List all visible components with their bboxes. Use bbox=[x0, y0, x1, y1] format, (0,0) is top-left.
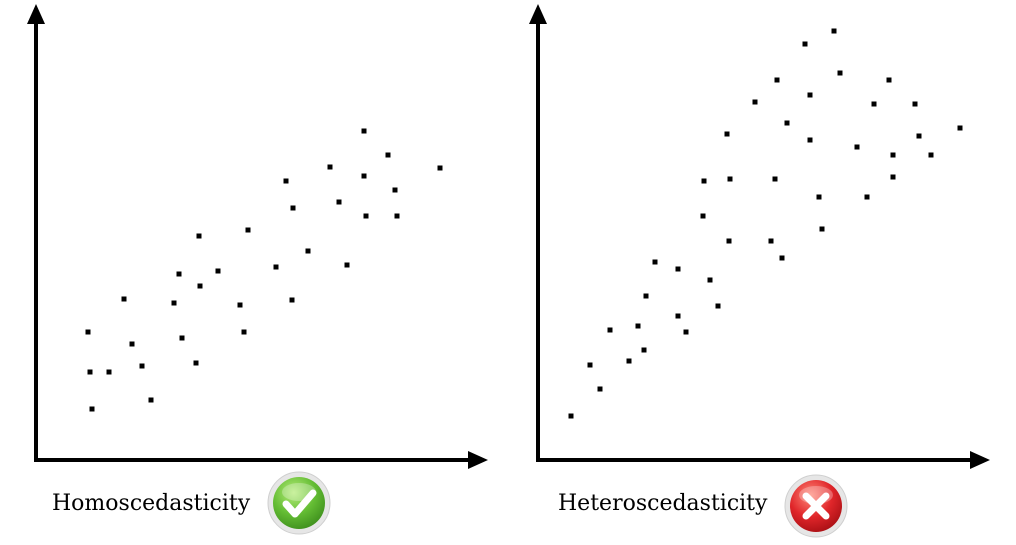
x-axis bbox=[536, 451, 990, 469]
data-point bbox=[106, 369, 112, 375]
data-point bbox=[772, 176, 778, 182]
data-point bbox=[361, 173, 367, 179]
data-point bbox=[890, 174, 896, 180]
data-point bbox=[784, 120, 790, 126]
y-axis bbox=[27, 4, 45, 460]
data-point bbox=[957, 125, 963, 131]
data-point bbox=[85, 329, 91, 335]
data-point bbox=[171, 300, 177, 306]
data-point bbox=[607, 327, 613, 333]
data-point bbox=[802, 41, 808, 47]
data-point bbox=[392, 187, 398, 193]
data-point bbox=[819, 226, 825, 232]
data-point bbox=[121, 296, 127, 302]
data-point bbox=[327, 164, 333, 170]
data-point bbox=[626, 358, 632, 364]
data-point bbox=[726, 238, 732, 244]
cross-icon bbox=[784, 474, 848, 538]
data-point bbox=[871, 101, 877, 107]
data-point bbox=[635, 323, 641, 329]
data-point bbox=[768, 238, 774, 244]
chart-heteroscedasticity: Heteroscedasticity bbox=[529, 4, 990, 538]
data-point bbox=[807, 137, 813, 143]
data-point bbox=[724, 131, 730, 137]
chart-homoscedasticity: Homoscedasticity bbox=[27, 4, 488, 535]
caption-heteroscedasticity: Heteroscedasticity bbox=[558, 491, 768, 516]
data-point bbox=[197, 283, 203, 289]
y-axis-arrow bbox=[27, 4, 45, 24]
data-point bbox=[597, 386, 603, 392]
data-point bbox=[675, 313, 681, 319]
data-point bbox=[587, 362, 593, 368]
data-point bbox=[715, 303, 721, 309]
data-point bbox=[752, 99, 758, 105]
data-point bbox=[305, 248, 311, 254]
checkmark-icon bbox=[267, 471, 331, 535]
data-point bbox=[568, 413, 574, 419]
data-point bbox=[652, 259, 658, 265]
data-point bbox=[237, 302, 243, 308]
data-point bbox=[437, 165, 443, 171]
data-point bbox=[727, 176, 733, 182]
data-point bbox=[336, 199, 342, 205]
data-point bbox=[886, 77, 892, 83]
data-point bbox=[701, 178, 707, 184]
data-point bbox=[129, 341, 135, 347]
y-axis-arrow bbox=[529, 4, 547, 24]
data-point bbox=[245, 227, 251, 233]
x-axis bbox=[34, 451, 488, 469]
scatter-points bbox=[85, 128, 443, 412]
data-point bbox=[290, 205, 296, 211]
data-point bbox=[87, 369, 93, 375]
scatter-points bbox=[568, 28, 963, 419]
data-point bbox=[916, 133, 922, 139]
x-axis-arrow bbox=[970, 451, 990, 469]
data-point bbox=[807, 92, 813, 98]
y-axis bbox=[529, 4, 547, 460]
data-point bbox=[215, 268, 221, 274]
data-point bbox=[700, 213, 706, 219]
data-point bbox=[241, 329, 247, 335]
data-point bbox=[363, 213, 369, 219]
data-point bbox=[179, 335, 185, 341]
data-point bbox=[196, 233, 202, 239]
data-point bbox=[89, 406, 95, 412]
data-point bbox=[193, 360, 199, 366]
data-point bbox=[837, 70, 843, 76]
data-point bbox=[394, 213, 400, 219]
data-point bbox=[831, 28, 837, 34]
caption-homoscedasticity: Homoscedasticity bbox=[52, 491, 251, 516]
data-point bbox=[816, 194, 822, 200]
data-point bbox=[139, 363, 145, 369]
data-point bbox=[890, 152, 896, 158]
data-point bbox=[361, 128, 367, 134]
data-point bbox=[385, 152, 391, 158]
data-point bbox=[641, 347, 647, 353]
data-point bbox=[854, 144, 860, 150]
data-point bbox=[707, 277, 713, 283]
data-point bbox=[774, 77, 780, 83]
data-point bbox=[675, 266, 681, 272]
data-point bbox=[643, 293, 649, 299]
data-point bbox=[912, 101, 918, 107]
data-point bbox=[176, 271, 182, 277]
data-point bbox=[344, 262, 350, 268]
data-point bbox=[928, 152, 934, 158]
data-point bbox=[289, 297, 295, 303]
x-axis-arrow bbox=[468, 451, 488, 469]
data-point bbox=[273, 264, 279, 270]
data-point bbox=[283, 178, 289, 184]
data-point bbox=[148, 397, 154, 403]
data-point bbox=[864, 194, 870, 200]
data-point bbox=[683, 329, 689, 335]
data-point bbox=[779, 255, 785, 261]
